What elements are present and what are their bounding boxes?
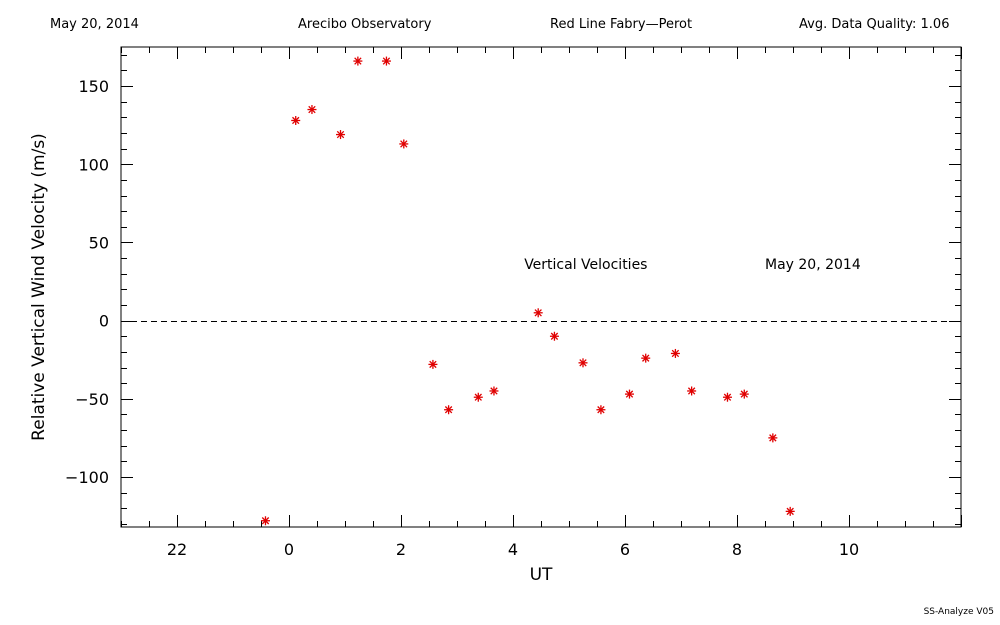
data-point	[670, 348, 680, 358]
data-point	[722, 392, 732, 402]
version-label: SS-Analyze V05	[923, 607, 994, 617]
y-tick-labels: −100 −50 0 50 100 150	[65, 77, 109, 487]
data-point	[473, 392, 483, 402]
data-points	[260, 56, 795, 526]
x-tick-label: 10	[839, 540, 859, 559]
data-point	[687, 386, 697, 396]
x-tick-label: 6	[620, 540, 630, 559]
header-quality: Avg. Data Quality: 1.06	[799, 17, 950, 32]
header-instrument: Red Line Fabry—Perot	[550, 17, 693, 32]
y-tick-label: 50	[89, 233, 109, 252]
y-tick-label: −100	[65, 468, 109, 487]
chart-annotation: Vertical Velocities	[524, 257, 647, 273]
data-point	[549, 331, 559, 341]
data-point	[260, 516, 270, 526]
x-tick-label: 0	[284, 540, 294, 559]
x-axis-label: UT	[530, 565, 553, 585]
data-point	[739, 389, 749, 399]
data-point	[578, 358, 588, 368]
y-axis-label: Relative Vertical Wind Velocity (m/s)	[29, 133, 49, 441]
y-tick-label: −50	[75, 390, 109, 409]
y-tick-label: 100	[78, 155, 109, 174]
data-point	[381, 56, 391, 66]
y-tick-label: 0	[99, 312, 109, 331]
data-point	[641, 353, 651, 363]
x-tick-label: 8	[732, 540, 742, 559]
data-point	[353, 56, 363, 66]
data-point	[596, 405, 606, 415]
x-tick-label: 4	[508, 540, 518, 559]
data-point	[489, 386, 499, 396]
x-tick-labels: 22 0 2 4 6 8 10	[167, 540, 859, 559]
x-tick-label: 22	[167, 540, 187, 559]
x-tick-label: 2	[396, 540, 406, 559]
data-point	[399, 139, 409, 149]
data-point	[336, 130, 346, 140]
data-point	[307, 105, 317, 115]
header-date: May 20, 2014	[50, 17, 139, 32]
data-point	[444, 405, 454, 415]
axis-ticks	[121, 47, 962, 527]
annotations: Vertical Velocities May 20, 2014	[524, 257, 861, 273]
data-point	[291, 115, 301, 125]
data-point	[768, 433, 778, 443]
data-point	[533, 308, 543, 318]
y-tick-label: 150	[78, 77, 109, 96]
header-site: Arecibo Observatory	[298, 17, 432, 32]
data-point	[624, 389, 634, 399]
chart-annotation: May 20, 2014	[765, 257, 861, 273]
data-point	[428, 359, 438, 369]
plot-frame	[120, 46, 962, 528]
data-point	[785, 506, 795, 516]
